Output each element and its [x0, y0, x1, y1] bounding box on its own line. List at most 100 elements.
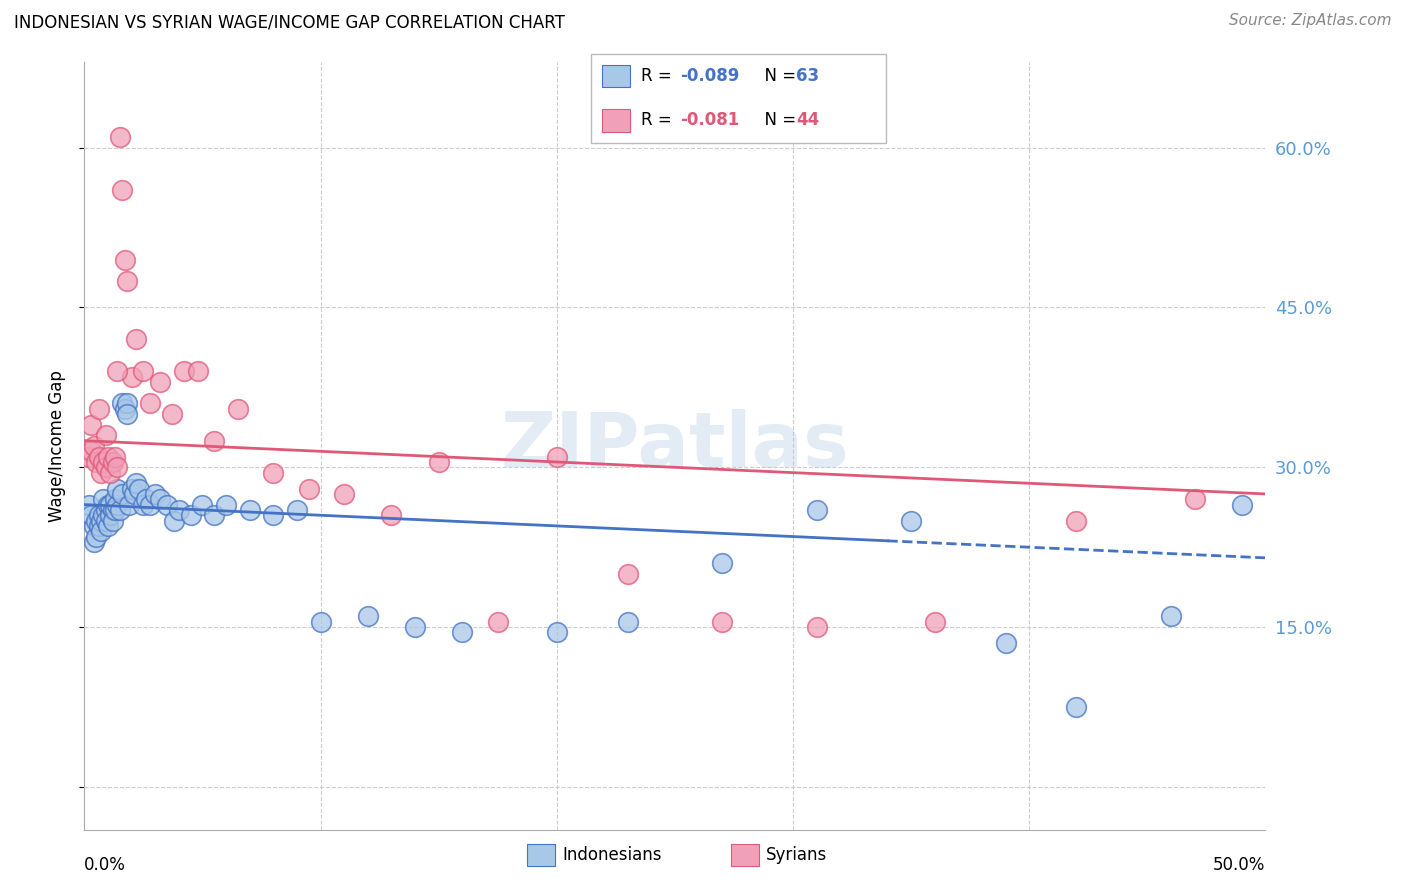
Point [1066, 514, 1088, 528]
Point [139, 396, 162, 410]
Point [107, 460, 129, 475]
Point [114, 252, 136, 267]
Point [101, 503, 124, 517]
Text: R =: R = [641, 112, 678, 129]
Point [84, 530, 107, 544]
Point [94, 503, 117, 517]
Point [143, 487, 166, 501]
Point [97, 519, 120, 533]
Text: 50.0%: 50.0% [1213, 856, 1265, 874]
Point [83, 535, 105, 549]
Point [1230, 498, 1253, 512]
Point [167, 503, 190, 517]
Point [924, 615, 946, 629]
Point [104, 492, 127, 507]
Point [711, 615, 734, 629]
Text: 0.0%: 0.0% [84, 856, 127, 874]
Point [77, 498, 100, 512]
Point [108, 503, 131, 517]
Text: INDONESIAN VS SYRIAN WAGE/INCOME GAP CORRELATION CHART: INDONESIAN VS SYRIAN WAGE/INCOME GAP COR… [14, 13, 565, 31]
Point [128, 482, 150, 496]
Point [380, 508, 402, 523]
Point [191, 498, 214, 512]
Point [101, 455, 124, 469]
Text: Syrians: Syrians [766, 846, 828, 864]
Point [91, 455, 114, 469]
Point [90, 466, 112, 480]
Text: 63: 63 [796, 67, 818, 85]
Point [451, 625, 474, 640]
Point [107, 498, 129, 512]
Point [91, 508, 114, 523]
Point [1184, 492, 1206, 507]
Point [84, 514, 107, 528]
Point [173, 364, 195, 378]
Point [139, 498, 162, 512]
Point [90, 514, 112, 528]
Point [239, 503, 262, 517]
Point [111, 487, 134, 501]
Point [486, 615, 509, 629]
Point [125, 476, 148, 491]
Point [187, 364, 209, 378]
Point [94, 460, 117, 475]
Point [98, 466, 121, 480]
Point [80, 508, 103, 523]
Point [156, 498, 179, 512]
Point [121, 482, 143, 496]
Point [97, 498, 120, 512]
Point [87, 519, 110, 533]
Point [111, 183, 134, 197]
Point [111, 396, 134, 410]
Point [202, 508, 225, 523]
Point [132, 498, 155, 512]
Text: Indonesians: Indonesians [562, 846, 662, 864]
Point [107, 482, 129, 496]
Point [91, 492, 114, 507]
Point [118, 498, 141, 512]
Point [90, 524, 112, 539]
Text: Source: ZipAtlas.com: Source: ZipAtlas.com [1229, 13, 1392, 29]
Point [298, 482, 321, 496]
Point [87, 450, 110, 464]
Point [546, 625, 568, 640]
Point [132, 364, 155, 378]
Text: R =: R = [641, 67, 678, 85]
Point [711, 556, 734, 570]
Point [262, 466, 284, 480]
Point [122, 487, 145, 501]
Point [97, 450, 120, 464]
Point [87, 508, 110, 523]
Point [202, 434, 225, 448]
Point [84, 455, 107, 469]
Point [77, 450, 100, 464]
Point [163, 514, 186, 528]
Point [87, 401, 110, 416]
Point [427, 455, 450, 469]
Point [125, 333, 148, 347]
Text: N =: N = [754, 67, 801, 85]
Point [806, 620, 828, 634]
Point [115, 407, 138, 421]
Point [104, 450, 127, 464]
Point [404, 620, 426, 634]
Point [1066, 700, 1088, 714]
Point [333, 487, 356, 501]
Point [994, 636, 1017, 650]
Point [616, 566, 638, 581]
Point [115, 274, 138, 288]
Point [616, 615, 638, 629]
Point [115, 396, 138, 410]
Point [160, 407, 183, 421]
Text: ZIPatlas: ZIPatlas [501, 409, 849, 483]
Point [149, 375, 172, 389]
Point [104, 503, 127, 517]
Point [80, 417, 103, 432]
Point [806, 503, 828, 517]
Text: -0.089: -0.089 [681, 67, 740, 85]
Text: -0.081: -0.081 [681, 112, 740, 129]
Point [215, 498, 238, 512]
Text: N =: N = [754, 112, 801, 129]
Point [135, 492, 157, 507]
Point [121, 369, 143, 384]
